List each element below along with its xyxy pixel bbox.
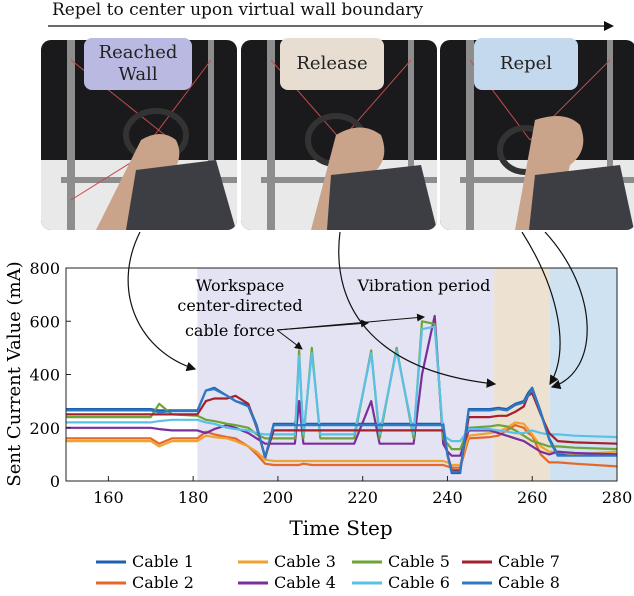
top-title: Repel to center upon virtual wall bounda… <box>52 0 424 20</box>
x-tick-label: 280 <box>602 488 633 507</box>
x-tick-label: 260 <box>517 488 548 507</box>
x-tick-label: 160 <box>93 488 124 507</box>
legend-label-cable-4: Cable 4 <box>274 573 336 592</box>
annotation-workspace-line3: cable force <box>185 321 275 340</box>
series-line-cable-4 <box>66 314 618 457</box>
legend-label-cable-3: Cable 3 <box>274 552 336 571</box>
legend-label-cable-2: Cable 2 <box>132 573 194 592</box>
legend: Cable 1 Cable 2 Cable 3 Cable 4 Cable 5 Cable… <box>96 552 560 592</box>
phase-label-repel: Repel <box>474 38 578 90</box>
current-chart: 160 180 200 220 240 260 280 0 200 400 600 800 Time … <box>4 232 633 592</box>
x-axis-label: Time Step <box>289 516 392 540</box>
arrow-repel-2 <box>544 232 588 390</box>
x-tick-label: 180 <box>178 488 209 507</box>
x-tick-label: 220 <box>347 488 378 507</box>
arrow-release <box>338 232 497 388</box>
arrow-cable-force-1 <box>276 329 303 350</box>
legend-label-cable-5: Cable 5 <box>388 552 450 571</box>
y-tick-label: 0 <box>50 472 60 491</box>
annotation-workspace-line1: Workspace <box>196 276 285 295</box>
y-tick-label: 200 <box>29 419 60 438</box>
series-line-cable-8 <box>66 388 617 473</box>
annotation-workspace-line2: center-directed <box>177 296 302 315</box>
y-tick-label: 600 <box>29 312 60 331</box>
top-arrow <box>48 21 614 31</box>
x-tick-label: 200 <box>263 488 294 507</box>
phase-label-reached-wall: Reached Wall <box>84 38 192 90</box>
photo-repel <box>440 40 634 230</box>
x-tick-label: 240 <box>432 488 463 507</box>
region-vibration-period <box>494 268 550 481</box>
y-tick-label: 400 <box>29 366 60 385</box>
arrow-cable-force-3 <box>276 313 425 331</box>
legend-label-cable-6: Cable 6 <box>388 573 450 592</box>
arrow-repel-1 <box>521 232 561 386</box>
series-line-cable-6 <box>66 325 618 443</box>
y-tick-label: 800 <box>29 259 60 278</box>
series-line-cable-7 <box>66 392 618 472</box>
legend-label-cable-1: Cable 1 <box>132 552 194 571</box>
y-axis-label: Sent Current Value (mA) <box>4 261 25 486</box>
series-line-cable-2 <box>66 424 618 469</box>
legend-label-cable-8: Cable 8 <box>498 573 560 592</box>
region-repel <box>549 268 617 481</box>
phase-label-release: Release <box>280 38 384 90</box>
arrow-reached-wall <box>127 232 197 372</box>
series-line-cable-3 <box>66 421 618 467</box>
legend-label-cable-7: Cable 7 <box>498 552 560 571</box>
annotation-vibration-period: Vibration period <box>357 276 491 295</box>
